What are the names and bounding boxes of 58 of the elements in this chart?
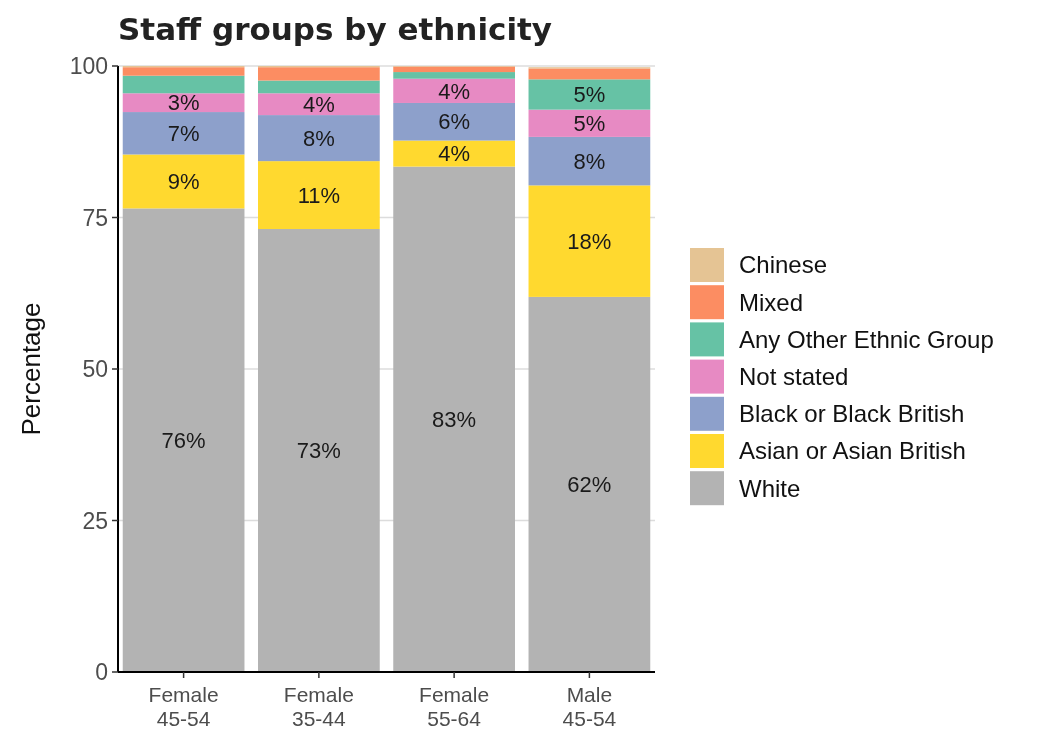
- bar: [122, 208, 245, 672]
- data-label: 6%: [438, 109, 471, 135]
- x-tick-label: Male 45-54: [562, 683, 617, 730]
- bar: [393, 78, 515, 103]
- legend-label: Asian or Asian British: [739, 437, 966, 465]
- legend-label: Not stated: [739, 363, 849, 390]
- data-label: 3%: [167, 90, 200, 116]
- bar: [258, 67, 380, 81]
- data-label: 4%: [438, 141, 471, 167]
- x-tick-label: Female 35-44: [283, 683, 354, 730]
- bar: [528, 296, 651, 672]
- x-tick-label: Female 55-64: [419, 683, 490, 730]
- data-label: 9%: [167, 169, 200, 195]
- bar: [393, 140, 515, 167]
- data-label: 73%: [296, 438, 341, 464]
- x-tick-label: Female 45-54: [148, 683, 219, 730]
- bar: [258, 80, 380, 94]
- bar: [258, 161, 380, 230]
- data-label: 8%: [302, 125, 335, 151]
- data-label: 7%: [167, 120, 200, 146]
- bar: [122, 154, 245, 209]
- data-label: 76%: [161, 427, 206, 453]
- data-label: 11%: [297, 182, 341, 208]
- data-label: 5%: [573, 110, 606, 136]
- data-label: 62%: [567, 472, 612, 498]
- y-axis-title: Percentage: [16, 302, 46, 436]
- bar: [393, 72, 515, 79]
- data-label: 4%: [302, 91, 335, 117]
- legend-label: Chinese: [739, 251, 828, 279]
- data-label: 18%: [567, 228, 612, 254]
- bar: [122, 75, 245, 94]
- bar: [258, 93, 380, 116]
- y-tick-label: 25: [82, 507, 108, 534]
- legend-label: White: [739, 474, 801, 502]
- bar: [528, 79, 651, 110]
- y-tick-label: 0: [95, 659, 108, 686]
- legend-label: Black or Black British: [739, 400, 965, 428]
- bar: [528, 109, 651, 137]
- bar: [393, 102, 515, 141]
- chart-title: Staff groups by ethnicity: [118, 11, 553, 47]
- bar: [528, 185, 651, 297]
- y-tick-label: 75: [82, 204, 108, 231]
- data-label: 4%: [438, 78, 471, 104]
- bar: [393, 66, 515, 73]
- data-label: 5%: [573, 82, 606, 108]
- data-label: 83%: [432, 407, 477, 432]
- legend-label: Mixed: [739, 288, 804, 316]
- bar: [258, 229, 380, 672]
- data-label: 8%: [573, 148, 606, 174]
- y-tick-label: 100: [69, 53, 108, 80]
- bar: [122, 112, 245, 155]
- legend-label: Any Other Ethnic Group: [739, 325, 994, 353]
- bar: [528, 68, 651, 80]
- bar: [258, 115, 380, 162]
- y-tick-label: 50: [82, 356, 108, 383]
- bar: [528, 136, 651, 186]
- bar: [122, 67, 245, 76]
- bar: [393, 166, 515, 672]
